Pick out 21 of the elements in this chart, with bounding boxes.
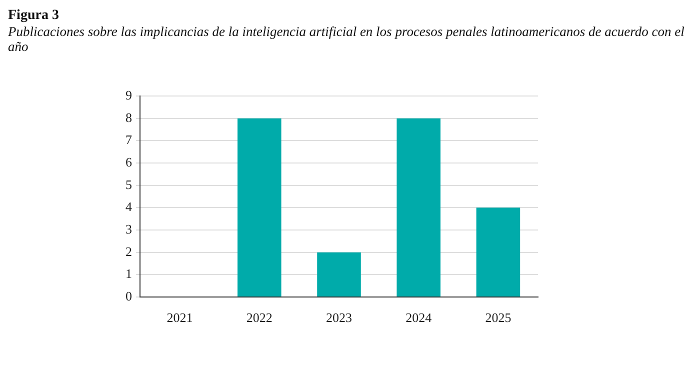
y-tick-label: 6	[126, 154, 132, 170]
x-tick-label: 2021	[166, 310, 193, 326]
bar	[238, 118, 282, 296]
y-tick-label: 7	[126, 132, 132, 148]
chart-subtitle: Publicaciones sobre las implicancias de la inteligencia artificial en los procesos penales latinoamericanos de acuerdo con el año	[8, 24, 686, 54]
x-tick-label: 2023	[326, 310, 352, 326]
y-tick-label: 9	[126, 87, 132, 102]
chart-title: Figura 3	[8, 8, 60, 24]
x-tick-label: 2024	[406, 310, 432, 326]
x-tick-label: 2025	[485, 310, 512, 326]
y-tick-label: 2	[126, 244, 132, 259]
bar	[476, 208, 520, 296]
y-tick-label: 3	[126, 221, 132, 236]
bar	[317, 252, 361, 296]
y-tick-label: 0	[126, 288, 132, 304]
bar	[396, 118, 440, 296]
x-tick-label: 2022	[246, 310, 272, 326]
y-tick-label: 4	[126, 199, 132, 214]
y-tick-label: 5	[126, 176, 132, 192]
y-tick-label: 1	[126, 266, 132, 282]
y-tick-label: 8	[126, 110, 132, 125]
